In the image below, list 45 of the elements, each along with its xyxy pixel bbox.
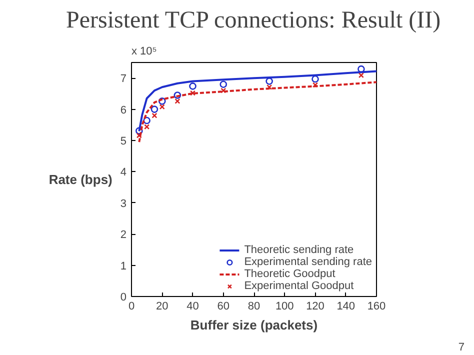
- x-tick-label: 40: [186, 300, 199, 312]
- point: [190, 90, 196, 96]
- x-axis-title: Buffer size (packets): [190, 318, 318, 332]
- legend-label: Theoretic Goodput: [244, 268, 336, 280]
- legend-label: Experimental sending rate: [244, 256, 372, 268]
- x-tick-label: 100: [275, 300, 294, 312]
- x-tick-label: 20: [156, 300, 168, 312]
- y-tick-label: 1: [120, 260, 127, 272]
- point: [312, 75, 319, 83]
- legend-label: Experimental Goodput: [244, 280, 354, 292]
- point: [159, 104, 165, 110]
- point: [174, 98, 180, 104]
- point: [358, 72, 364, 78]
- x-tick-label: 160: [367, 300, 386, 312]
- point: [174, 92, 182, 99]
- y-tick-label: 5: [120, 136, 127, 148]
- x-tick-label: 60: [217, 300, 230, 312]
- point: [312, 82, 318, 88]
- point: [266, 84, 272, 90]
- legend-label: Theoretic sending rate: [244, 244, 354, 256]
- point: [143, 116, 150, 124]
- point: [136, 132, 142, 138]
- chart-title: Persistent TCP connections: Result (II): [66, 8, 441, 34]
- y-tick-label: 6: [120, 104, 127, 116]
- line-series: [138, 81, 376, 144]
- y-tick-label: 7: [120, 73, 127, 86]
- point: [266, 78, 273, 85]
- point: [158, 98, 166, 105]
- point: [220, 88, 226, 94]
- x-tick-label: 140: [336, 300, 356, 312]
- text: x 10⁵: [132, 46, 157, 58]
- y-axis-title: Rate (bps): [48, 172, 112, 187]
- point: [150, 106, 158, 113]
- y-tick-label: 0: [120, 292, 127, 304]
- point: [220, 80, 228, 88]
- y-tick-label: 2: [120, 229, 127, 242]
- text: 7: [458, 342, 465, 354]
- y-tick-label: 3: [120, 198, 127, 210]
- y-tick-label: 4: [120, 166, 127, 179]
- x-tick-label: 0: [128, 300, 135, 312]
- point: [152, 112, 158, 118]
- point: [189, 82, 196, 90]
- point: [144, 124, 150, 130]
- x-tick-label: 80: [248, 300, 260, 312]
- x-tick-label: 120: [306, 300, 324, 312]
